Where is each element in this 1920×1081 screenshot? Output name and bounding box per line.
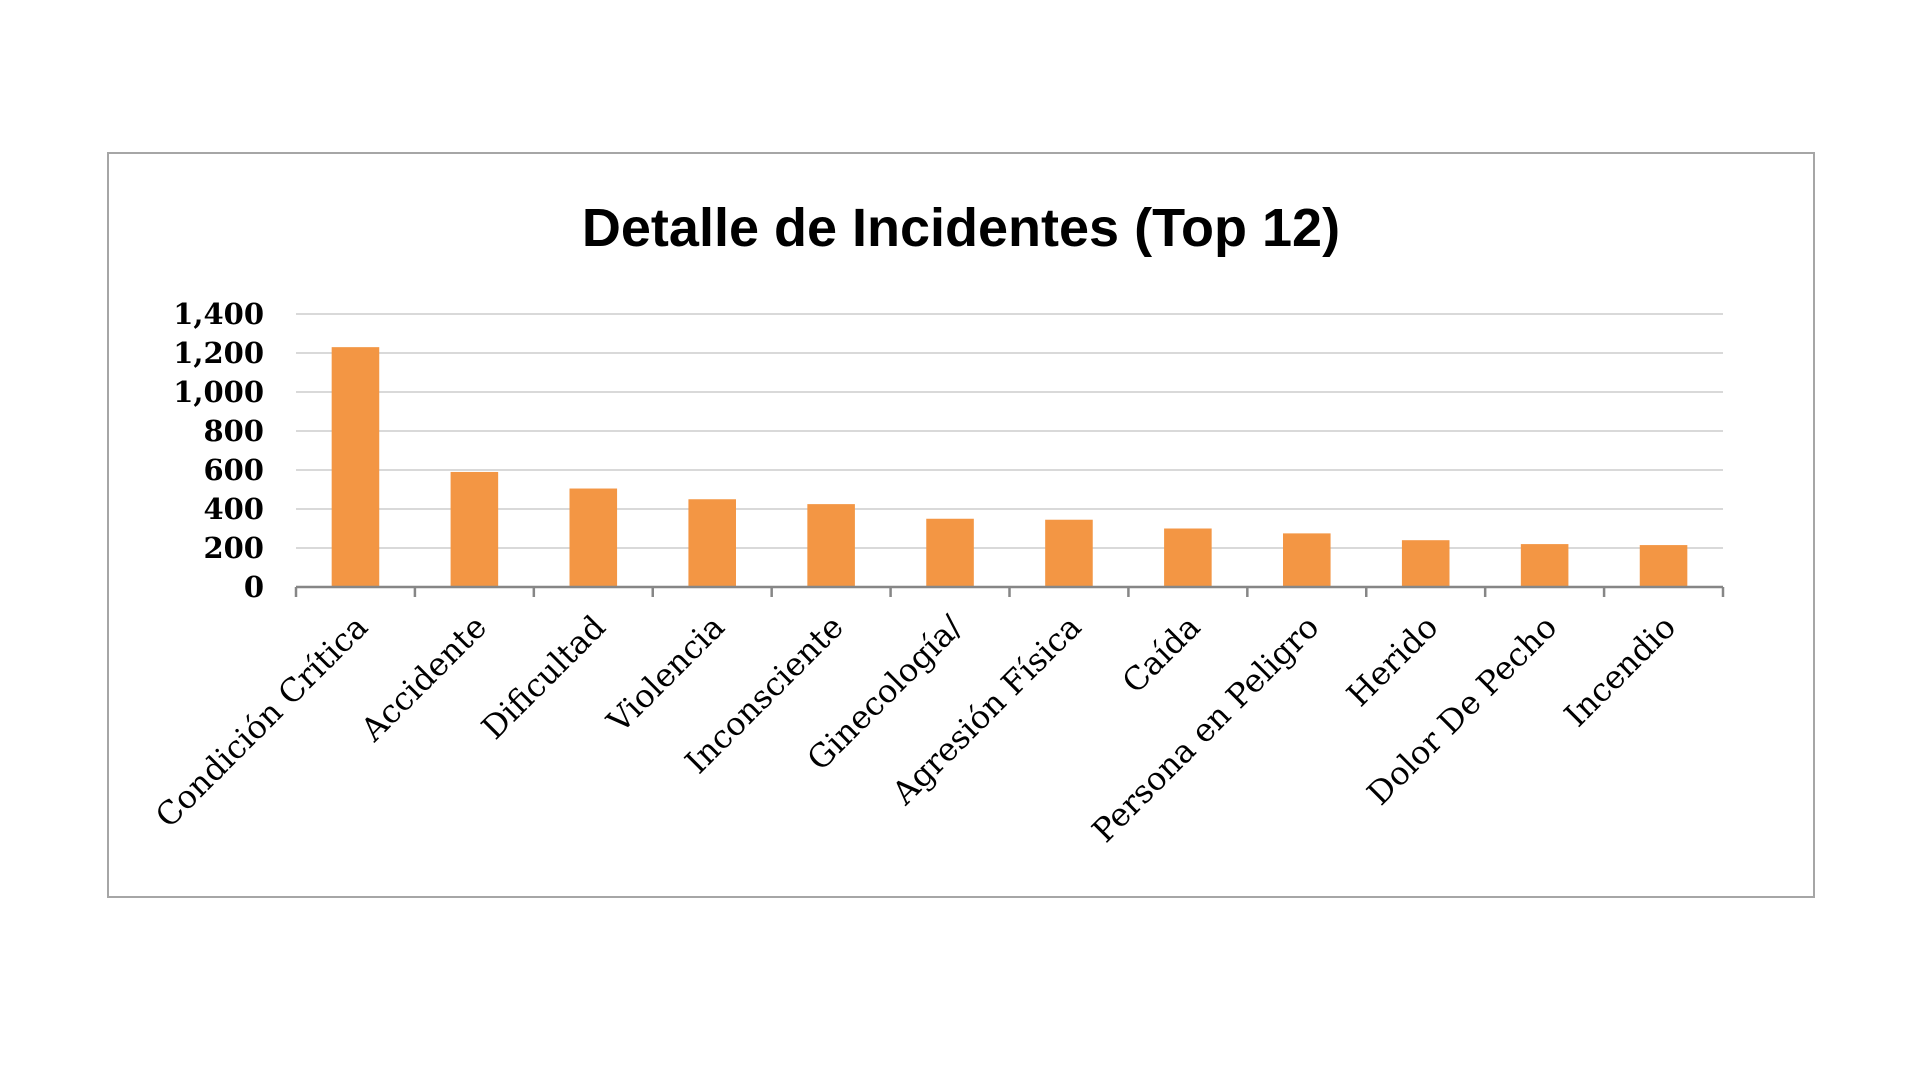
x-tick-label: Persona en Peligro: [1085, 608, 1327, 850]
x-tick-label: Caída: [1115, 608, 1208, 701]
x-tick-label: Herido: [1339, 608, 1445, 714]
bar: [1401, 540, 1450, 587]
bar: [1045, 519, 1093, 587]
y-tick-label: 1,400: [173, 297, 264, 331]
chart-frame: Detalle de Incidentes (Top 12) 0 200 400 60…: [107, 152, 1815, 898]
y-tick-label: 1,200: [173, 336, 264, 370]
bar: [1520, 544, 1569, 587]
bar: [569, 488, 618, 587]
x-tick-label: Dificultad: [474, 608, 613, 747]
y-tick-label: 0: [244, 570, 264, 604]
bar: [688, 499, 736, 587]
bars: [331, 347, 1688, 587]
y-tick-label: 400: [203, 492, 264, 526]
gridlines: [296, 313, 1723, 549]
bar: [1639, 545, 1688, 587]
y-tick-label: 600: [203, 453, 264, 487]
bar: [450, 471, 499, 587]
bar: [1283, 533, 1331, 587]
y-axis-ticks: 0 200 400 600 800 1,000 1,200 1,400: [173, 297, 264, 604]
bar: [807, 504, 855, 587]
bar-chart: Detalle de Incidentes (Top 12) 0 200 400 60…: [148, 198, 1725, 850]
x-axis-ticks: Condición CríticaAccidenteDificultadViol…: [148, 608, 1683, 850]
y-tick-label: 1,000: [173, 375, 264, 409]
x-tick-label: Incendio: [1557, 608, 1683, 734]
y-tick-label: 800: [203, 414, 264, 448]
y-tick-label: 200: [203, 531, 264, 565]
x-tick-label: Condición Crítica: [148, 608, 375, 835]
bar: [1164, 528, 1212, 587]
bar: [331, 347, 380, 587]
bar: [926, 518, 974, 587]
chart-title: Detalle de Incidentes (Top 12): [582, 198, 1340, 258]
x-tick-label: Accidente: [353, 608, 494, 749]
x-axis: [294, 585, 1725, 597]
